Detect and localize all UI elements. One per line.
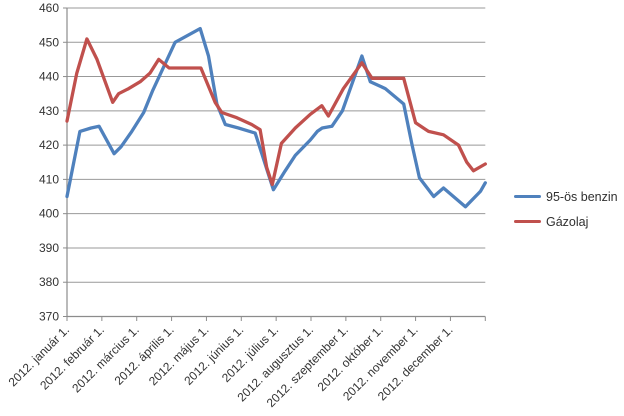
legend-line-sample-gazolaj-icon — [514, 219, 541, 224]
y-axis-label-420: 420 — [39, 138, 59, 152]
y-axis-label-370: 370 — [39, 310, 59, 324]
y-axis-label-460: 460 — [39, 1, 59, 15]
series-line-g-zolaj — [65, 37, 487, 187]
series-line-95-s-benzin — [65, 26, 487, 209]
y-axis-label-400: 400 — [39, 207, 59, 221]
chart-legend: 95-ös benzin Gázolaj — [514, 184, 618, 234]
legend-item-benzin: 95-ös benzin — [514, 184, 618, 209]
y-axis-label-450: 450 — [39, 35, 59, 49]
legend-label-gazolaj: Gázolaj — [546, 214, 589, 229]
y-axis-label-380: 380 — [39, 275, 59, 289]
legend-item-gazolaj: Gázolaj — [514, 209, 618, 234]
legend-label-benzin: 95-ös benzin — [546, 189, 618, 204]
y-axis-label-430: 430 — [39, 104, 59, 118]
x-axis-label-0: 2012. január 1. — [6, 323, 73, 390]
y-axis-label-410: 410 — [39, 172, 59, 186]
y-axis-label-440: 440 — [39, 70, 59, 84]
y-axis-label-390: 390 — [39, 241, 59, 255]
legend-line-sample-benzin-icon — [514, 194, 541, 199]
